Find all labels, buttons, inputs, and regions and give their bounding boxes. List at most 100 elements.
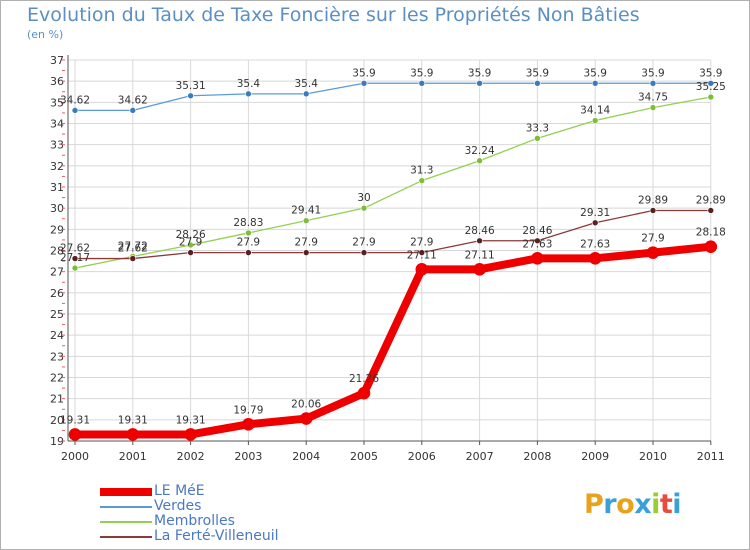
chart-title: Evolution du Taux de Taxe Foncière sur l… [27, 4, 640, 26]
x-tick-label: 2006 [408, 450, 436, 463]
data-point [704, 240, 718, 253]
data-point [245, 229, 252, 237]
data-label: 35.9 [699, 67, 722, 79]
data-point [707, 79, 715, 87]
logo-letter: P [584, 489, 604, 520]
data-label: 19.79 [233, 404, 263, 416]
x-tick-label: 2001 [119, 450, 147, 463]
data-label: 29.41 [291, 205, 321, 217]
data-point [649, 207, 657, 214]
y-tick-label: 27 [50, 266, 64, 279]
data-point [476, 157, 483, 165]
series-line [74, 209, 712, 260]
data-point [534, 79, 541, 87]
data-label: 27.9 [641, 233, 664, 245]
data-point [71, 255, 79, 262]
x-tick-label: 2005 [350, 450, 378, 463]
data-label: 27.11 [465, 249, 495, 261]
data-label: 27.63 [522, 238, 552, 250]
data-label: 29.89 [696, 194, 726, 206]
legend-item: Verdes [100, 499, 279, 514]
data-label: 34.62 [118, 94, 148, 106]
proxiti-logo: Proxiti [584, 489, 682, 520]
y-tick-label: 23 [50, 350, 64, 363]
data-label: 32.24 [465, 145, 495, 157]
legend-label: La Ferté-Villeneuil [154, 528, 279, 544]
data-label: 35.9 [468, 67, 491, 79]
legend-swatch [100, 535, 152, 538]
x-tick-label: 2007 [466, 450, 494, 463]
data-label: 28.46 [465, 225, 495, 237]
legend-item: LE MéE [100, 484, 279, 499]
y-tick-label: 36 [50, 75, 64, 88]
legend-item: Membrolles [100, 514, 279, 529]
data-point [418, 249, 426, 256]
data-point [360, 249, 368, 256]
series-line [74, 96, 712, 269]
data-point [360, 204, 368, 212]
legend-label: Membrolles [154, 513, 235, 529]
data-label: 20.06 [291, 399, 321, 411]
data-point [242, 417, 255, 431]
data-label: 31.3 [410, 165, 433, 177]
x-tick-label: 2004 [292, 450, 320, 463]
data-label: 27.9 [352, 237, 375, 249]
data-label: 34.75 [638, 92, 668, 104]
data-label: 19.31 [60, 414, 90, 426]
data-label: 29.31 [580, 207, 610, 219]
legend-swatch [100, 505, 152, 508]
data-label: 27.63 [580, 238, 610, 250]
y-tick-label: 20 [50, 414, 64, 427]
data-point [707, 93, 715, 101]
y-tick-label: 26 [50, 287, 64, 300]
x-tick-label: 2002 [177, 450, 205, 463]
y-tick-label: 28 [50, 245, 64, 258]
logo-letter: r [603, 489, 617, 520]
data-point [591, 117, 599, 124]
y-tick-label: 37 [50, 54, 64, 67]
data-label: 35.25 [696, 81, 726, 93]
data-label: 27.9 [237, 237, 260, 249]
data-label: 27.9 [179, 237, 202, 249]
data-point [68, 428, 82, 441]
data-point [302, 249, 310, 256]
data-label: 29.89 [638, 194, 668, 206]
x-tick-label: 2009 [581, 450, 609, 463]
data-point [187, 92, 194, 100]
y-tick-label: 21 [50, 393, 64, 406]
data-label: 33.3 [526, 122, 549, 134]
y-tick-label: 30 [50, 202, 64, 215]
data-label: 34.62 [60, 94, 90, 106]
logo-letter: x [634, 489, 652, 520]
data-point [360, 79, 368, 87]
data-label: 30 [357, 192, 370, 204]
data-point [71, 107, 79, 114]
data-point [649, 79, 657, 87]
series-line [71, 242, 715, 439]
data-label: 27.17 [60, 252, 90, 264]
data-label: 27.72 [118, 240, 148, 252]
data-point [129, 107, 137, 114]
data-label: 35.9 [526, 67, 549, 79]
y-tick-label: 29 [50, 223, 64, 236]
data-label: 28.18 [696, 227, 726, 239]
data-point [415, 263, 429, 276]
data-label: 34.14 [580, 105, 610, 117]
data-label: 35.4 [295, 78, 319, 90]
x-tick-label: 2000 [61, 450, 89, 463]
data-label: 21.26 [349, 373, 379, 385]
y-tick-label: 25 [50, 308, 64, 321]
data-point [591, 79, 599, 87]
data-label: 27.9 [295, 237, 318, 249]
legend-item: La Ferté-Villeneuil [100, 529, 279, 544]
y-tick-label: 24 [50, 329, 64, 342]
logo-letter: i [672, 489, 682, 520]
legend-label: Verdes [154, 498, 202, 514]
data-point [473, 263, 486, 276]
data-point [531, 252, 544, 265]
data-point [302, 217, 310, 224]
y-unit-label: (en %) [27, 28, 64, 41]
data-point [357, 386, 371, 400]
data-point [302, 90, 310, 98]
data-point [129, 255, 137, 262]
